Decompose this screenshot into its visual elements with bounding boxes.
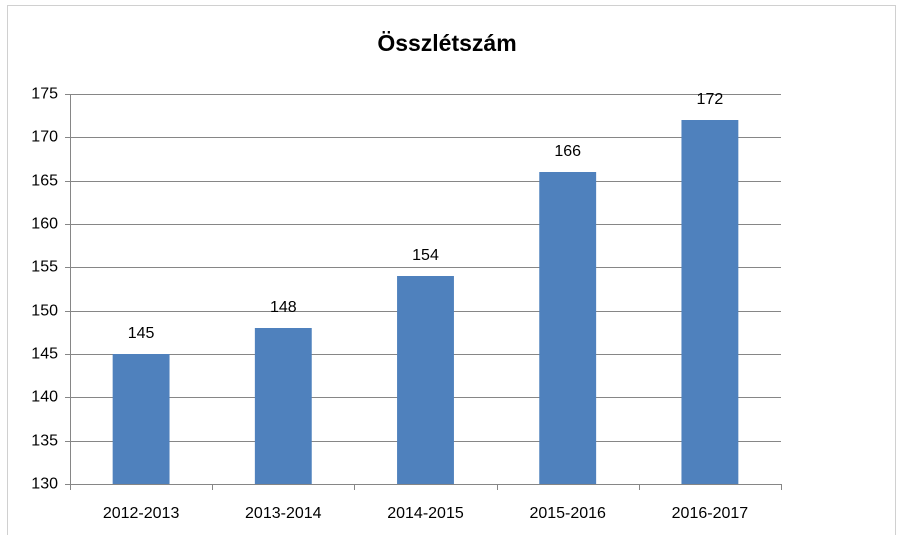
- data-label: 166: [554, 143, 581, 160]
- y-tick-label: 165: [31, 173, 58, 190]
- x-tick-label: 2014-2015: [387, 505, 464, 522]
- bar: [254, 328, 312, 484]
- bar: [112, 354, 170, 484]
- y-tick-label: 150: [31, 303, 58, 320]
- y-tick-label: 135: [31, 433, 58, 450]
- y-tick-label: 140: [31, 389, 58, 406]
- y-tick-label: 145: [31, 346, 58, 363]
- y-tick-label: 160: [31, 216, 58, 233]
- y-tick-label: 130: [31, 476, 58, 493]
- x-tick-label: 2013-2014: [245, 505, 322, 522]
- x-tick-label: 2015-2016: [529, 505, 606, 522]
- y-tick-label: 155: [31, 259, 58, 276]
- x-tick-label: 2016-2017: [672, 505, 749, 522]
- bar: [681, 120, 739, 484]
- data-label: 148: [270, 299, 297, 316]
- y-tick-label: 175: [31, 86, 58, 103]
- bar: [539, 172, 597, 484]
- chart-title: Összlétszám: [377, 30, 516, 56]
- data-label: 172: [697, 91, 724, 108]
- data-label: 154: [412, 247, 439, 264]
- y-tick-label: 170: [31, 129, 58, 146]
- x-tick-label: 2012-2013: [103, 505, 180, 522]
- bar: [397, 276, 454, 484]
- data-label: 145: [128, 325, 155, 342]
